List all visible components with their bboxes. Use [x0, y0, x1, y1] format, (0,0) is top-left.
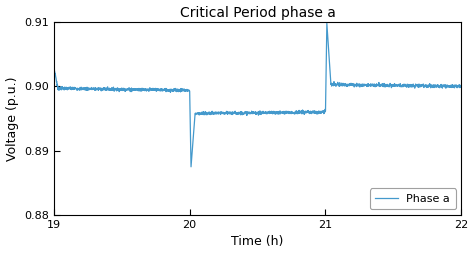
Line: Phase a: Phase a	[54, 23, 461, 167]
Phase a	[200, 110, 206, 113]
Phase a	[117, 87, 123, 90]
Y-axis label: Voltage (p.u.): Voltage (p.u.)	[6, 76, 18, 161]
Phase a	[155, 87, 161, 90]
Phase a	[171, 90, 176, 93]
Phase a	[51, 64, 57, 67]
Phase a	[458, 85, 464, 88]
Phase a	[61, 87, 66, 90]
Phase a	[209, 112, 214, 115]
X-axis label: Time (h): Time (h)	[231, 235, 284, 248]
Legend: Phase a: Phase a	[370, 188, 456, 210]
Phase a	[188, 165, 194, 168]
Phase a	[324, 22, 330, 25]
Title: Critical Period phase a: Critical Period phase a	[180, 6, 336, 20]
